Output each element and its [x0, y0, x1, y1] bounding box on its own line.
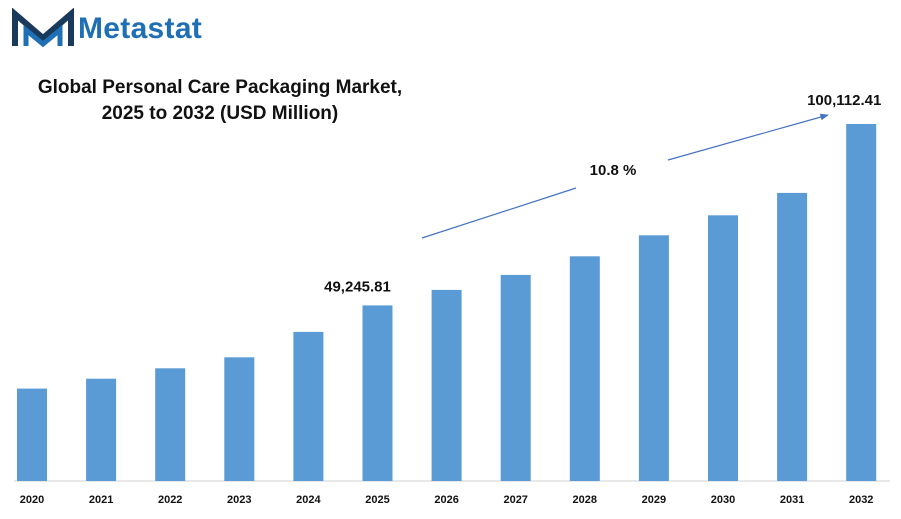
metastat-logo-icon: [12, 8, 74, 48]
growth-arrow-left: [421, 187, 577, 239]
cagr-label: 10.8 %: [590, 162, 637, 179]
data-label-2025: 49,245.81: [324, 278, 391, 295]
bar-2029: [638, 235, 669, 481]
chart-title: Global Personal Care Packaging Market, 2…: [20, 75, 420, 127]
growth-arrow-right: [667, 113, 829, 161]
data-label-2032: 100,112.41: [807, 92, 881, 109]
bar-2032: [846, 124, 877, 481]
x-tick-label-2032: 2032: [849, 494, 873, 506]
chart-title-line-2: 2025 to 2032 (USD Million): [101, 103, 339, 124]
brand-logo: Metastat: [12, 8, 202, 50]
bar-2025: [362, 305, 393, 481]
x-tick-label-2022: 2022: [158, 494, 182, 506]
bar-2030: [708, 215, 738, 482]
bar-2028: [569, 256, 600, 481]
bar-2021: [86, 378, 117, 481]
x-tick-label-2026: 2026: [434, 494, 458, 506]
bar-2027: [500, 274, 531, 481]
bar-2031: [777, 192, 808, 481]
x-tick-label-2031: 2031: [780, 494, 804, 506]
bar-2020: [17, 388, 47, 481]
bar-2023: [224, 357, 255, 481]
x-tick-label-2030: 2030: [711, 494, 735, 506]
bar-2026: [431, 289, 462, 481]
x-tick-label-2029: 2029: [642, 494, 666, 506]
x-tick-label-2023: 2023: [227, 494, 251, 506]
chart-title-line-1: Global Personal Care Packaging Market,: [37, 77, 403, 98]
x-tick-label-2025: 2025: [365, 494, 389, 506]
x-tick-label-2024: 2024: [296, 494, 321, 506]
bar-2022: [155, 368, 186, 481]
x-tick-label-2028: 2028: [573, 494, 597, 506]
bar-2024: [293, 331, 324, 481]
x-tick-label-2020: 2020: [20, 494, 44, 506]
brand-name: Metastat: [78, 12, 203, 45]
x-tick-label-2021: 2021: [89, 494, 113, 506]
x-tick-label-2027: 2027: [503, 494, 527, 506]
